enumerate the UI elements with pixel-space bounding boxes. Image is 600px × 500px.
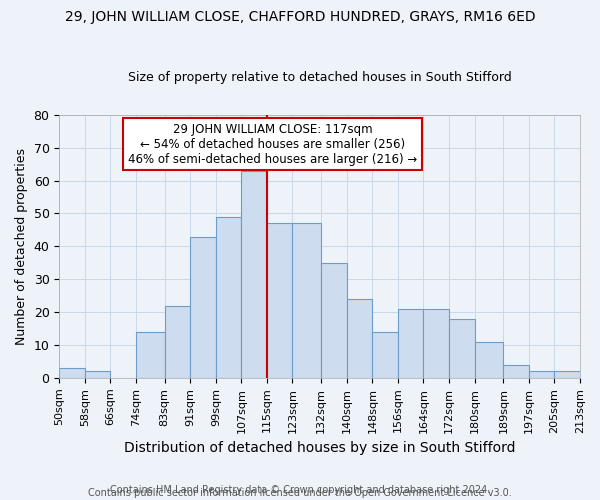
Bar	[292, 224, 321, 378]
Text: 29 JOHN WILLIAM CLOSE: 117sqm
← 54% of detached houses are smaller (256)
46% of : 29 JOHN WILLIAM CLOSE: 117sqm ← 54% of d…	[128, 122, 418, 166]
Bar	[241, 170, 267, 378]
Bar	[85, 372, 110, 378]
Bar	[503, 365, 529, 378]
Text: 29, JOHN WILLIAM CLOSE, CHAFFORD HUNDRED, GRAYS, RM16 6ED: 29, JOHN WILLIAM CLOSE, CHAFFORD HUNDRED…	[65, 10, 535, 24]
Bar	[267, 224, 292, 378]
Bar	[398, 309, 424, 378]
Bar	[321, 263, 347, 378]
Bar	[59, 368, 85, 378]
Text: Contains HM Land Registry data © Crown copyright and database right 2024.: Contains HM Land Registry data © Crown c…	[110, 485, 490, 495]
Bar	[449, 318, 475, 378]
Bar	[190, 236, 216, 378]
Y-axis label: Number of detached properties: Number of detached properties	[15, 148, 28, 345]
X-axis label: Distribution of detached houses by size in South Stifford: Distribution of detached houses by size …	[124, 441, 515, 455]
Bar	[373, 332, 398, 378]
Bar	[554, 372, 580, 378]
Bar	[165, 306, 190, 378]
Bar	[424, 309, 449, 378]
Bar	[216, 217, 241, 378]
Bar	[475, 342, 503, 378]
Bar	[529, 372, 554, 378]
Bar	[347, 299, 373, 378]
Bar	[136, 332, 165, 378]
Text: Contains public sector information licensed under the Open Government Licence v3: Contains public sector information licen…	[88, 488, 512, 498]
Title: Size of property relative to detached houses in South Stifford: Size of property relative to detached ho…	[128, 72, 512, 85]
